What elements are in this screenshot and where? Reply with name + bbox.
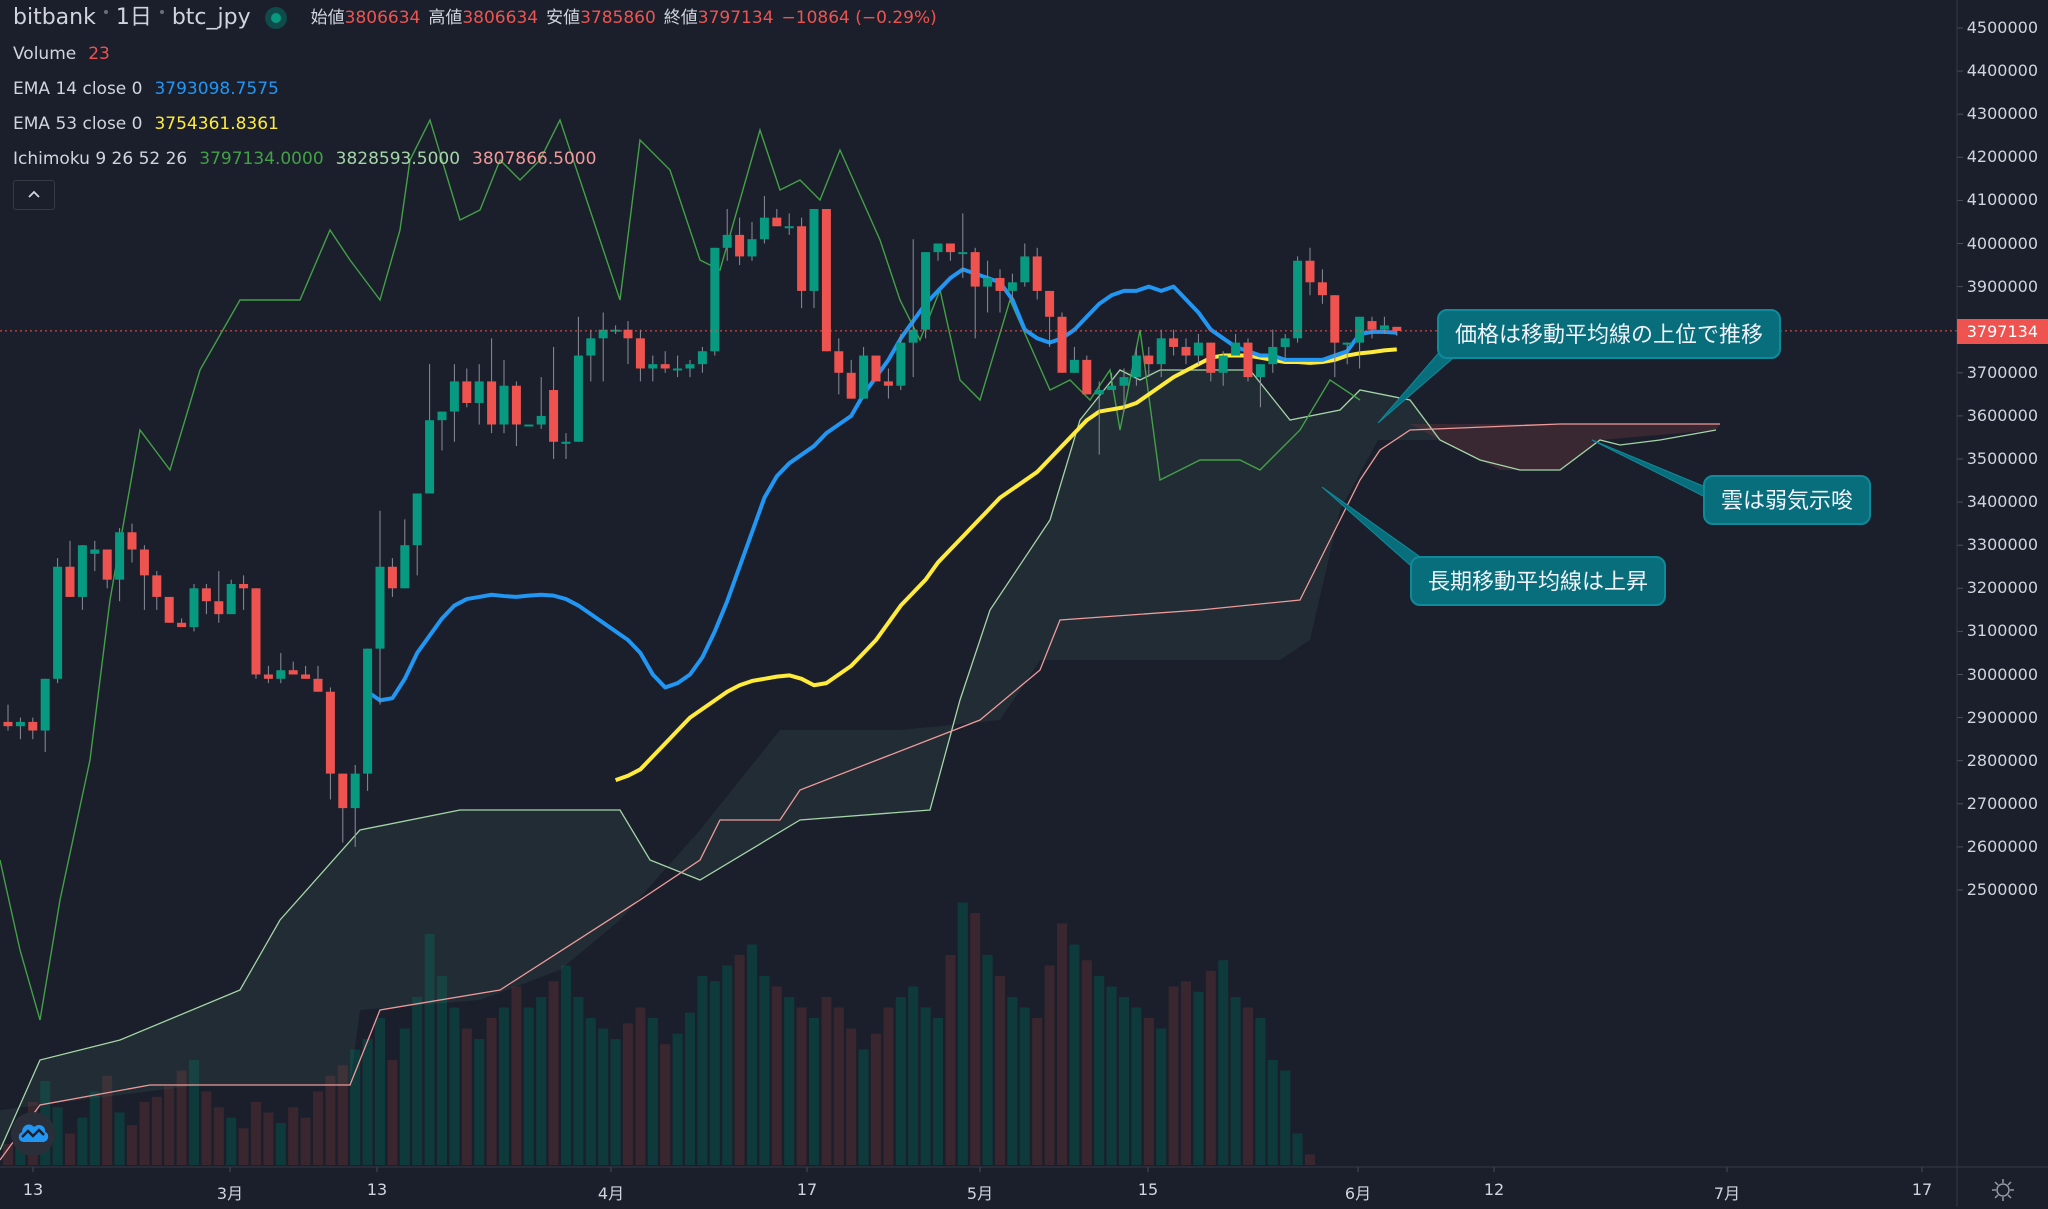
time-tick-label: 15 (1137, 1180, 1159, 1199)
callout-annotation[interactable]: 価格は移動平均線の上位で推移 (1437, 309, 1782, 359)
price-tick-label: 2500000 (1966, 880, 2038, 899)
time-tick-label: 13 (22, 1180, 44, 1199)
chevron-up-icon (27, 187, 41, 203)
high-value: 3806634 (462, 8, 539, 28)
legend-panel: bitbank 1日 btc_jpy 始値 3806634 高値 3806634 安… (13, 0, 937, 210)
tradingview-logo[interactable] (11, 1112, 55, 1156)
price-tick-label: 3900000 (1966, 276, 2038, 296)
candlesticks (3, 196, 1402, 847)
price-tick-label: 2800000 (1966, 750, 2038, 770)
collapse-legend-button[interactable] (13, 180, 55, 210)
close-label: 終値 (663, 8, 698, 28)
ema14-value: 3793098.7575 (154, 78, 279, 99)
price-tick-label: 2700000 (1966, 793, 2038, 813)
interval[interactable]: 1日 (115, 5, 152, 30)
price-tick-label: 4100000 (1966, 190, 2038, 210)
price-tick-label: 3600000 (1966, 405, 2038, 425)
low-value: 3785860 (580, 8, 656, 28)
low-label: 安値 (546, 8, 581, 28)
volume-label: Volume (13, 43, 77, 64)
time-tick-label: 5月 (966, 1184, 994, 1203)
price-tick-label: 2900000 (1966, 707, 2038, 727)
time-tick-label: 6月 (1344, 1184, 1372, 1203)
ema53-label: EMA 53 close 0 (13, 113, 143, 134)
price-tick-label: 4300000 (1966, 104, 2038, 124)
price-tick-label: 3200000 (1966, 578, 2038, 598)
ichimoku-label: Ichimoku 9 26 52 26 (13, 148, 188, 169)
close-value: 3797134 (697, 8, 774, 28)
grid-layer (32, 27, 1963, 1172)
symbol-title-row[interactable]: bitbank 1日 btc_jpy 始値 3806634 高値 3806634 安… (13, 0, 937, 36)
price-tick-label: 3300000 (1966, 535, 2038, 555)
ema53-line (614, 347, 1397, 782)
ichimoku-span-b-value: 3807866.5000 (472, 148, 597, 169)
time-tick-label: 13 (366, 1180, 388, 1199)
separator-dot (159, 10, 164, 14)
symbol[interactable]: btc_jpy (171, 5, 251, 30)
legend-ema14[interactable]: EMA 14 close 0 3793098.7575 (13, 71, 937, 106)
price-tick-label: 4400000 (1966, 61, 2038, 81)
callout-annotation[interactable]: 長期移動平均線は上昇 (1410, 556, 1667, 606)
high-label: 高値 (428, 8, 463, 28)
time-tick-label: 3月 (216, 1184, 244, 1203)
ema53-value: 3754361.8361 (154, 113, 279, 134)
price-tick-label: 3400000 (1966, 492, 2038, 512)
callout-annotation[interactable]: 雲は弱気示唆 (1703, 475, 1872, 525)
market-status-icon (264, 7, 287, 29)
volume-bars (3, 902, 1315, 1165)
open-value: 3806634 (344, 8, 421, 28)
price-tick-label: 4000000 (1966, 233, 2038, 253)
ema14-line (366, 267, 1397, 703)
price-change: −10864 (−0.29%) (781, 8, 937, 28)
price-tick-label: 2600000 (1966, 836, 2038, 856)
ichimoku-tenkan-value: 3797134.0000 (199, 148, 324, 169)
price-tick-label: 4200000 (1966, 147, 2038, 167)
price-tick-label: 3500000 (1966, 449, 2038, 468)
cloud-logo-icon (16, 1120, 50, 1148)
ichimoku-cloud (0, 369, 1720, 1161)
time-tick-label: 17 (796, 1180, 818, 1199)
time-tick-label: 12 (1483, 1180, 1505, 1199)
settings-gear-icon[interactable] (1990, 1178, 2016, 1204)
separator-dot (103, 10, 108, 14)
legend-ichimoku[interactable]: Ichimoku 9 26 52 26 3797134.0000 3828593… (13, 141, 937, 176)
price-tick-label: 3700000 (1966, 362, 2038, 382)
current-price-tag: 3797134 (1957, 318, 2048, 344)
ichimoku-tenkan-line (0, 118, 1361, 1021)
volume-value: 23 (88, 43, 110, 64)
time-tick-label: 4月 (597, 1184, 625, 1203)
price-tick-label: 4500000 (1966, 18, 2038, 37)
price-tick-label: 3100000 (1966, 621, 2038, 641)
exchange-name: bitbank (13, 5, 96, 30)
legend-ema53[interactable]: EMA 53 close 0 3754361.8361 (13, 106, 937, 141)
ema14-label: EMA 14 close 0 (13, 78, 143, 99)
price-tick-label: 3000000 (1966, 664, 2038, 684)
open-label: 始値 (310, 8, 345, 28)
time-tick-label: 7月 (1713, 1184, 1741, 1203)
legend-volume[interactable]: Volume 23 (13, 36, 937, 71)
ichimoku-span-a-value: 3828593.5000 (335, 148, 461, 169)
time-tick-label: 17 (1911, 1180, 1933, 1199)
